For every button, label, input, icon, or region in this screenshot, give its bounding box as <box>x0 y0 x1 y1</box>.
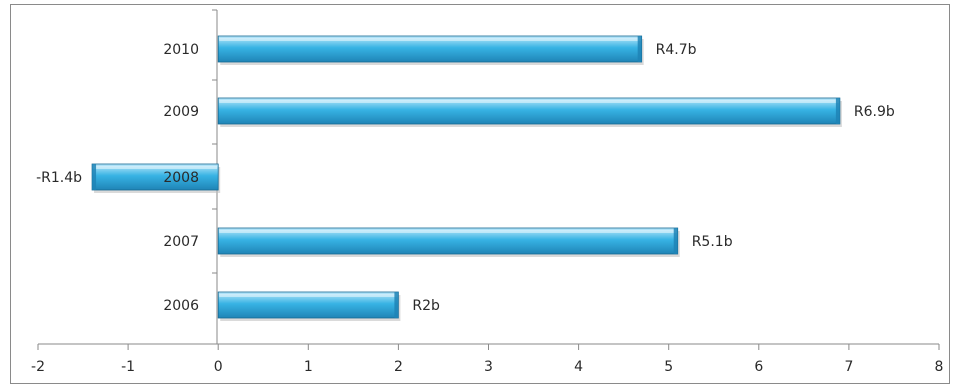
bar-end-cap <box>92 164 97 190</box>
category-label-2010: 2010 <box>163 42 199 58</box>
bar-2006 <box>217 291 399 319</box>
bar-highlight <box>219 38 641 41</box>
bar-highlight <box>219 230 677 233</box>
x-tick-label: 5 <box>664 359 673 375</box>
x-tick-label: 1 <box>304 359 313 375</box>
x-tick-label: 6 <box>754 359 763 375</box>
data-label-2006: R2b <box>412 298 440 314</box>
bar-end-cap <box>637 36 642 62</box>
data-label-2008: -R1.4b <box>36 170 82 186</box>
bar-chart: -2 -1 0 1 2 3 4 5 6 7 8 2010 R4.7b 2009 R6.9b 2008 -R1.4… <box>31 9 943 375</box>
bar-highlight <box>219 100 839 103</box>
data-label-2010: R4.7b <box>656 42 697 58</box>
bar-end-cap <box>835 98 840 124</box>
labels-layer: -2 -1 0 1 2 3 4 5 6 7 8 2010 R4.7b 2009 R6.9b 2008 -R1.4… <box>31 42 943 375</box>
x-tick-label: 8 <box>935 359 944 375</box>
category-label-2007: 2007 <box>163 234 199 250</box>
x-tick-label: 0 <box>214 359 223 375</box>
data-label-2009: R6.9b <box>854 104 895 120</box>
bar-2010 <box>217 35 643 63</box>
chart-frame: -2 -1 0 1 2 3 4 5 6 7 8 2010 R4.7b 2009 R6.9b 2008 -R1.4… <box>10 4 950 384</box>
x-tick-label: 3 <box>484 359 493 375</box>
category-label-2009: 2009 <box>163 104 199 120</box>
bar-highlight <box>219 294 398 297</box>
x-tick-label: -1 <box>121 359 135 375</box>
x-tick-label: -2 <box>31 359 45 375</box>
x-tick-label: 4 <box>574 359 583 375</box>
bar-2008 <box>91 163 219 191</box>
x-tick-label: 7 <box>844 359 853 375</box>
bar-2009 <box>217 97 841 125</box>
bar-highlight <box>93 166 218 169</box>
axes-layer <box>37 9 940 350</box>
category-label-2006: 2006 <box>163 298 199 314</box>
bars-layer <box>91 35 842 321</box>
data-label-2007: R5.1b <box>692 234 733 250</box>
bar-end-cap <box>673 228 678 254</box>
category-label-2008: 2008 <box>163 170 199 186</box>
x-tick-label: 2 <box>394 359 403 375</box>
bar-end-cap <box>394 292 399 318</box>
